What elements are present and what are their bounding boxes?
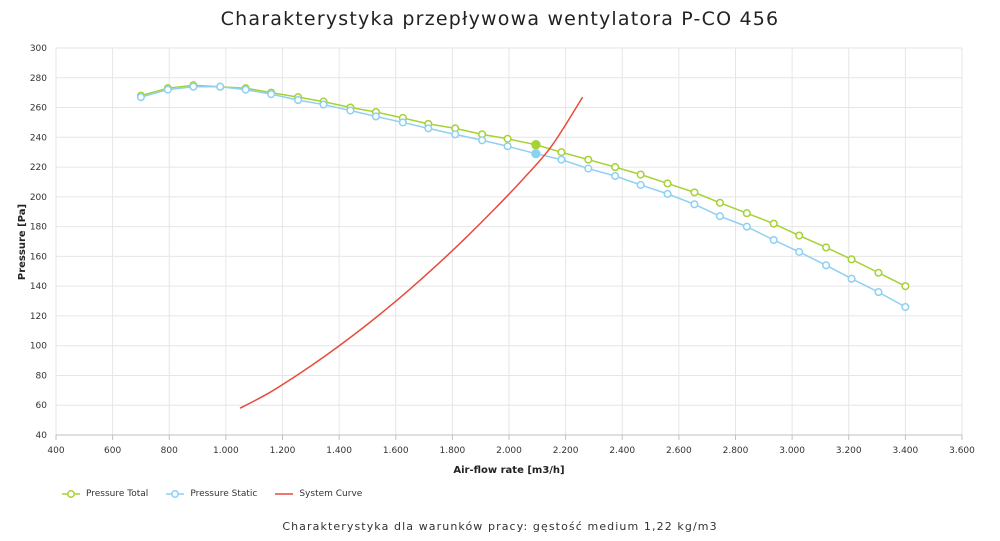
data-point-total[interactable] [690,188,699,197]
data-point-static[interactable] [478,136,487,145]
y-tick-label: 80 [36,371,48,381]
data-point-static[interactable] [769,235,778,245]
data-point-total[interactable] [503,134,512,143]
x-tick-label: 3.200 [836,446,862,456]
data-point-static[interactable] [901,302,910,312]
y-tick-label: 100 [30,342,47,352]
y-tick-label: 160 [30,252,47,262]
data-point-total[interactable] [901,282,910,291]
data-point-total[interactable] [874,268,883,277]
series-line-total [140,84,906,287]
grid-lines [55,47,963,436]
data-point-static[interactable] [663,189,672,198]
y-tick-label: 180 [30,223,47,233]
legend: Pressure Total Pressure Static System Cu… [62,489,362,499]
x-tick-label: 2.200 [553,446,579,456]
data-point-static[interactable] [371,112,380,121]
legend-label-system: System Curve [299,489,363,499]
data-point-total[interactable] [742,209,751,218]
data-point-static[interactable] [557,155,566,164]
data-point-static[interactable] [294,96,303,105]
x-tick-label: 600 [104,446,121,456]
x-tick-label: 3.600 [949,446,975,456]
y-tick-label: 120 [30,312,47,322]
data-point-static[interactable] [346,106,355,115]
data-point-static[interactable] [503,142,512,151]
data-point-static[interactable] [584,164,593,173]
x-tick-label: 2.800 [723,446,749,456]
data-point-static[interactable] [611,171,620,181]
x-tick-label: 800 [161,446,178,456]
y-tick-label: 220 [30,163,47,173]
data-point-total[interactable] [663,179,672,188]
data-point-total[interactable] [611,163,620,172]
x-tick-label: 1.400 [326,446,352,456]
x-tick-label: 1.800 [439,446,465,456]
series-layer [136,81,910,409]
data-point-static[interactable] [267,90,276,99]
x-tick-label: 2.000 [496,446,522,456]
legend-marker-static [166,490,185,498]
legend-label-total: Pressure Total [86,489,149,499]
legend-item-pressure-static[interactable]: Pressure Static [166,489,257,499]
legend-marker-total [62,490,80,498]
x-tick-label: 1.000 [213,446,239,456]
data-point-static[interactable] [136,93,145,102]
y-tick-label: 40 [36,431,48,441]
x-axis-title: Air-flow rate [m3/h] [453,465,564,476]
data-point-static[interactable] [847,274,856,283]
data-point-static[interactable] [795,247,804,256]
series-line-static [140,85,906,308]
data-point-static[interactable] [636,180,645,189]
data-point-static[interactable] [319,100,328,109]
y-tick-label: 260 [30,104,47,114]
data-point-total[interactable] [557,148,566,157]
data-point-static[interactable] [822,261,831,270]
y-tick-label: 140 [30,282,47,292]
y-tick-label: 200 [30,193,47,203]
y-tick-label: 240 [30,133,47,143]
data-point-static[interactable] [690,200,699,209]
x-tick-label: 1.600 [383,446,409,456]
data-point-total[interactable] [584,155,593,164]
y-tick-label: 280 [30,74,47,84]
y-tick-label: 300 [30,44,47,54]
data-point-total[interactable] [822,243,831,252]
y-axis-ticks: 40 60 80 100 120 140 160 180 200 220 240 260 280 300 [30,44,47,441]
chart-caption: Charakterystyka dla warunków pracy: gęst… [282,520,718,533]
operating-point-static[interactable] [531,148,541,159]
x-tick-label: 3.000 [779,446,805,456]
x-tick-label: 2.600 [666,446,692,456]
data-point-static[interactable] [241,85,250,94]
data-point-static[interactable] [742,222,751,231]
y-axis-title: Pressure [Pa] [17,204,28,280]
data-point-static[interactable] [189,82,198,91]
data-point-static[interactable] [715,212,724,221]
data-point-total[interactable] [795,231,804,240]
data-point-static[interactable] [874,288,883,297]
data-point-total[interactable] [636,170,645,179]
data-point-static[interactable] [451,130,460,139]
data-point-total[interactable] [769,219,778,228]
chart-title: Charakterystyka przepływowa wentylatora … [220,8,780,30]
x-tick-label: 3.400 [892,446,918,456]
y-tick-label: 60 [36,401,48,411]
legend-label-static: Pressure Static [190,489,258,499]
data-point-static[interactable] [163,85,172,94]
legend-marker-system [275,493,294,495]
series-line-system [239,96,584,409]
legend-item-pressure-total[interactable]: Pressure Total [62,489,148,499]
data-point-total[interactable] [847,255,856,264]
x-tick-label: 2.400 [609,446,635,456]
data-point-static[interactable] [216,82,225,91]
data-point-static[interactable] [424,124,433,133]
legend-item-system-curve[interactable]: System Curve [275,489,362,499]
x-axis-ticks: 400 600 800 1.000 1.200 1.400 1.600 1.800 2.000 2… [47,435,975,456]
x-tick-label: 400 [47,446,64,456]
x-tick-label: 1.200 [270,446,296,456]
operating-point-total[interactable] [531,140,541,150]
data-point-total[interactable] [715,198,724,207]
data-point-static[interactable] [398,118,407,127]
